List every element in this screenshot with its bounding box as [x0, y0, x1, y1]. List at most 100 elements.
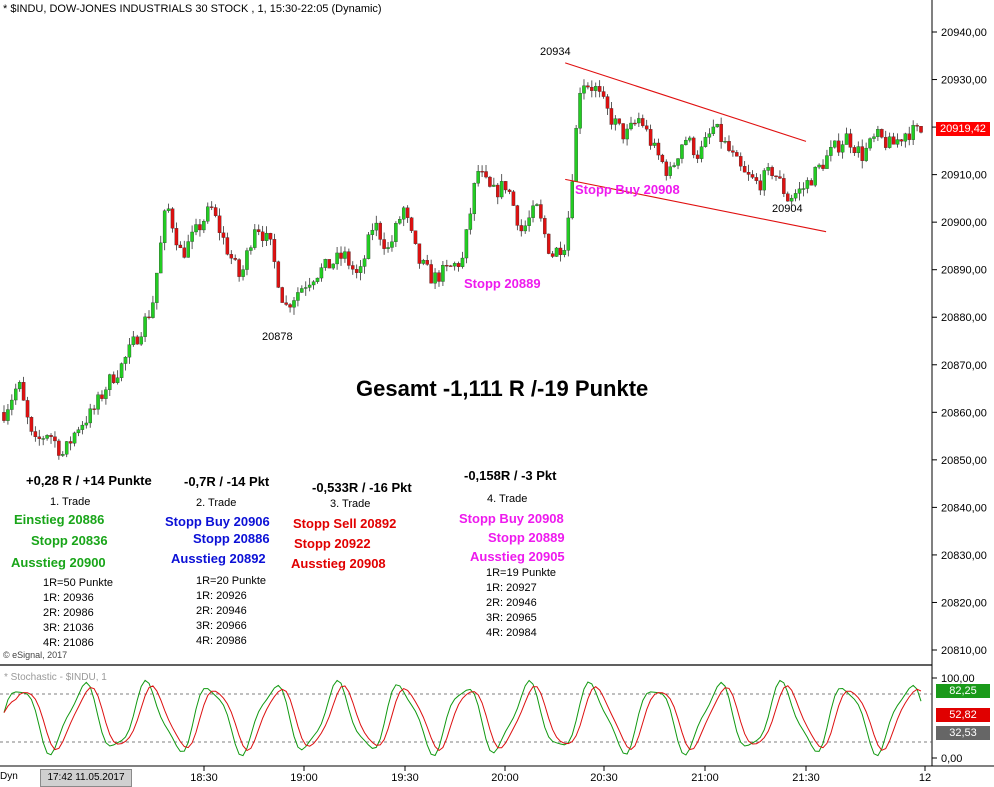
candle-body [699, 146, 704, 159]
candle-body [868, 138, 872, 149]
y-tick-label: 20810,00 [941, 645, 987, 657]
candle-body [229, 254, 234, 259]
candle-body [782, 178, 786, 194]
candle-body [593, 86, 598, 91]
candle-body [358, 266, 363, 273]
candle-body [641, 118, 645, 126]
candle-body [135, 336, 139, 345]
y-tick-label: 20880,00 [941, 312, 987, 324]
candle-body [119, 363, 124, 378]
candle-body [899, 139, 904, 142]
trade1-summary: +0,28 R / +14 Punkte [26, 473, 152, 488]
x-tick-label: 19:00 [290, 772, 318, 784]
candle-body [880, 129, 884, 138]
candle-body [860, 146, 864, 161]
candle-body [131, 336, 136, 345]
candle-body [425, 260, 429, 265]
candle-body [786, 193, 790, 202]
candle-body [633, 122, 637, 125]
x-tick-label: 12 [919, 772, 931, 784]
candle-body [480, 171, 484, 173]
candle-body [445, 265, 449, 267]
candle-body [6, 409, 10, 421]
candle-body [198, 224, 202, 231]
candle-body [750, 174, 755, 178]
candle-body [703, 137, 708, 147]
candle-body [190, 231, 194, 242]
candle-body [49, 435, 53, 437]
candle-body [903, 133, 908, 142]
candle-body [245, 250, 249, 270]
chart-frame [0, 0, 994, 767]
candle-body [672, 165, 676, 167]
trade3-title: 3. Trade [330, 498, 371, 510]
candle-body [374, 222, 379, 231]
candle-body [448, 265, 453, 267]
channel-upper-line [565, 62, 807, 142]
candle-body [292, 300, 296, 308]
candle-body [746, 172, 751, 175]
y-tick-label: 20840,00 [941, 502, 987, 514]
trade2-title: 2. Trade [196, 497, 237, 509]
candle-body [17, 382, 22, 390]
candle-body [644, 125, 649, 130]
candle-body [895, 139, 900, 145]
trade4-entry: Stopp Buy 20908 [459, 511, 564, 526]
candle-body [253, 229, 257, 248]
candle-body [664, 161, 669, 176]
candle-body [738, 156, 743, 167]
candle-body [421, 260, 426, 264]
candle-body [92, 408, 96, 410]
trade1-entry: Einstieg 20886 [14, 512, 105, 527]
trade4-exit: Ausstieg 20905 [470, 549, 565, 564]
candle-body [652, 142, 657, 146]
candle-body [311, 281, 316, 286]
candle-body [590, 86, 594, 91]
candle-body [186, 241, 190, 258]
candle-body [727, 141, 731, 151]
y-tick-label: 20900,00 [941, 217, 987, 229]
candle-body [735, 152, 739, 157]
candle-body [637, 118, 641, 124]
candle-body [762, 170, 766, 191]
candle-body [217, 215, 222, 233]
candle-body [805, 180, 810, 189]
candle-body [609, 108, 614, 125]
candle-body [484, 171, 488, 178]
trade4-r4: 4R: 20984 [486, 627, 537, 639]
candle-body [209, 206, 214, 208]
candle-body [394, 223, 398, 242]
candle-body [911, 125, 915, 140]
candle-body [429, 264, 433, 284]
candle-body [2, 412, 6, 421]
candle-body [829, 147, 833, 156]
candle-body [907, 133, 911, 140]
candle-body [166, 208, 171, 211]
candle-body [613, 118, 618, 125]
candle-body [61, 454, 65, 456]
candle-body [840, 144, 845, 153]
candle-body [206, 206, 210, 222]
x-tick-label: 18:30 [190, 772, 218, 784]
time-axis: 18:30 19:00 19:30 20:00 20:30 21:00 21:30 12 [190, 766, 931, 784]
candle-body [472, 183, 477, 215]
candle-body [96, 394, 100, 410]
x-tick-label: 19:30 [391, 772, 419, 784]
candle-body [37, 436, 42, 439]
candle-body [684, 139, 688, 145]
candle-body [668, 166, 672, 176]
candle-body [182, 247, 187, 258]
candle-body [876, 129, 880, 137]
candle-body [249, 247, 253, 251]
candle-body [680, 144, 684, 159]
candle-body [617, 118, 622, 124]
candle-body [546, 233, 551, 254]
candle-body [597, 86, 602, 92]
candle-body [202, 221, 206, 231]
trade2-exit: Ausstieg 20892 [171, 551, 266, 566]
candle-body [676, 158, 680, 166]
y-tick-label: 20850,00 [941, 455, 987, 467]
candle-body [366, 234, 371, 259]
candle-body [543, 218, 547, 235]
candle-body [72, 432, 77, 444]
